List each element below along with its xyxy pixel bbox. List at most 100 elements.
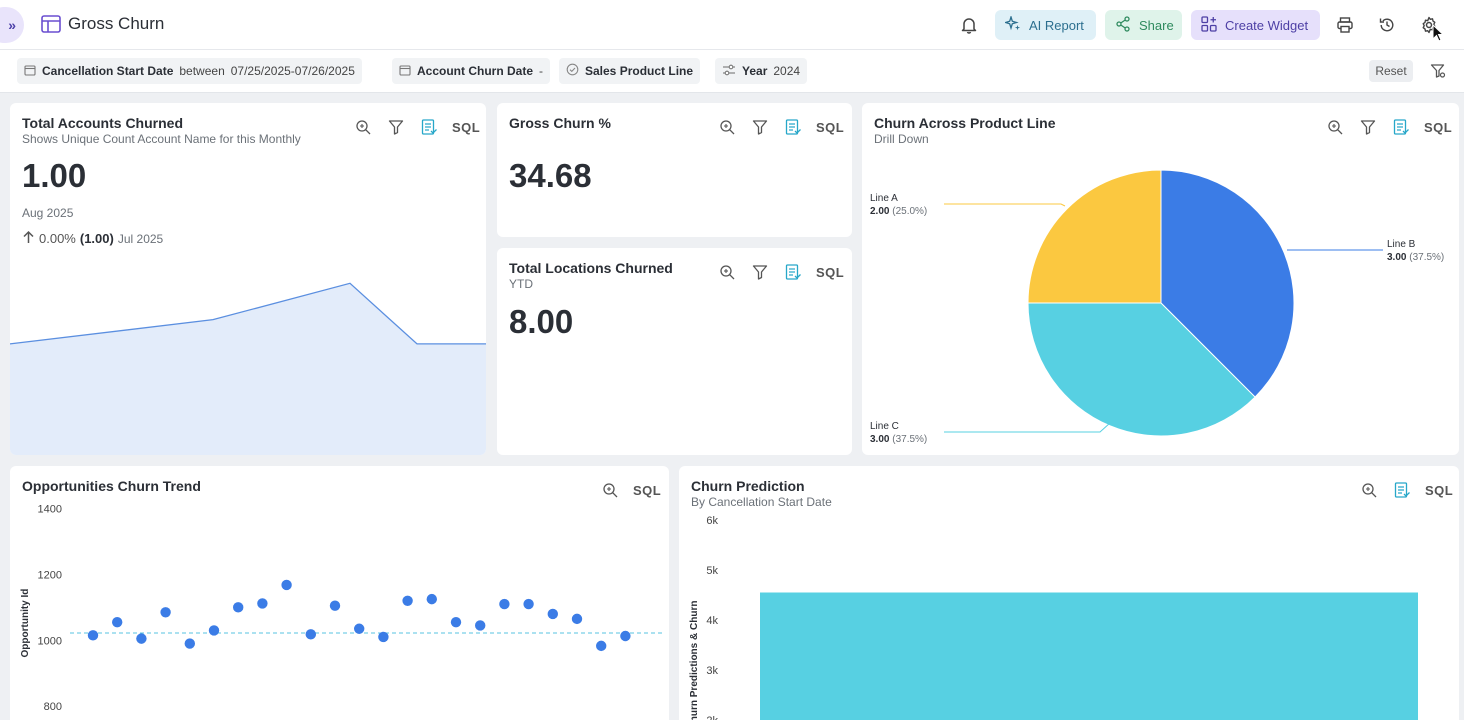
card-toolbar: SQL xyxy=(717,262,844,282)
sql-button[interactable]: SQL xyxy=(1424,119,1453,135)
pie-label-name: Line B xyxy=(1387,239,1416,250)
kpi-value: 34.68 xyxy=(509,157,592,194)
bell-icon[interactable] xyxy=(957,13,981,37)
zoom-icon[interactable] xyxy=(717,262,737,282)
pie-label-percent: (37.5%) xyxy=(1409,252,1444,263)
arrow-up-icon xyxy=(22,230,35,247)
pie-label-percent: (37.5%) xyxy=(892,434,927,445)
pie-label-value: 3.00 (37.5%) xyxy=(1387,252,1444,263)
report-icon[interactable] xyxy=(1391,117,1411,137)
report-icon[interactable] xyxy=(783,117,803,137)
gear-icon[interactable] xyxy=(1417,13,1441,37)
zoom-icon[interactable] xyxy=(600,480,620,500)
history-icon[interactable] xyxy=(1375,13,1399,37)
card-subtitle: Shows Unique Count Account Name for this… xyxy=(22,132,301,146)
scatter-point xyxy=(87,630,99,641)
filter-value: 07/25/2025-07/26/2025 xyxy=(230,64,355,78)
print-icon[interactable] xyxy=(1333,13,1357,37)
report-icon[interactable] xyxy=(1392,480,1412,500)
scatter-point xyxy=(378,631,389,643)
share-button[interactable]: Share xyxy=(1105,10,1182,40)
scatter-point xyxy=(620,630,631,642)
sql-button[interactable]: SQL xyxy=(816,119,845,135)
card-toolbar: SQL xyxy=(353,117,480,137)
scatter-point xyxy=(450,616,462,628)
sql-button[interactable]: SQL xyxy=(1425,482,1454,498)
scatter-point xyxy=(596,640,607,652)
pie-label-amount: 3.00 xyxy=(870,434,892,445)
pie-label-value: 2.00 (25.0%) xyxy=(870,206,927,217)
filter-account-churn-date[interactable]: Account Churn Date - xyxy=(392,58,551,84)
filter-bar: Cancellation Start Date between 07/25/20… xyxy=(0,50,1464,93)
filter-label: Account Churn Date xyxy=(417,64,534,78)
pie-leader-line xyxy=(944,422,1111,433)
zoom-icon[interactable] xyxy=(1325,117,1345,137)
scatter-point xyxy=(281,579,292,591)
y-tick-label: 3k xyxy=(706,665,718,677)
filter-icon[interactable] xyxy=(750,117,770,137)
scatter-point xyxy=(136,633,147,644)
ai-report-button[interactable]: AI Report xyxy=(995,10,1096,40)
zoom-icon[interactable] xyxy=(717,117,737,137)
pie-label-value: 3.00 (37.5%) xyxy=(870,434,927,445)
filter-icon[interactable] xyxy=(750,262,770,282)
expand-sidebar-button[interactable]: » xyxy=(0,7,24,43)
filter-label: Cancellation Start Date xyxy=(42,64,174,78)
filter-settings-icon[interactable] xyxy=(1430,63,1446,84)
sql-button[interactable]: SQL xyxy=(633,482,662,498)
total-accounts-churned-card: Total Accounts Churned Shows Unique Coun… xyxy=(10,103,486,455)
report-icon[interactable] xyxy=(783,262,803,282)
pie-label-percent: (25.0%) xyxy=(892,206,927,217)
filter-icon[interactable] xyxy=(386,117,406,137)
y-tick-label: 5k xyxy=(706,565,718,577)
area-line xyxy=(10,282,486,345)
report-icon[interactable] xyxy=(419,117,439,137)
filter-value: 2024 xyxy=(773,64,801,78)
scatter-point xyxy=(329,600,341,611)
zoom-icon[interactable] xyxy=(1359,480,1379,500)
pie-label-name: Line A xyxy=(870,193,898,204)
scatter-point xyxy=(305,629,316,640)
card-toolbar: SQL xyxy=(600,480,661,500)
kpi-change: 0.00% (1.00) Jul 2025 xyxy=(22,230,163,247)
sql-button[interactable]: SQL xyxy=(452,119,481,135)
create-widget-button[interactable]: Create Widget xyxy=(1191,10,1320,40)
pie-label-name: Line C xyxy=(870,421,899,432)
filter-year[interactable]: Year 2024 xyxy=(715,58,808,84)
kpi-period: Aug 2025 xyxy=(22,206,74,220)
y-tick-label: 1000 xyxy=(38,635,62,647)
share-label: Share xyxy=(1139,17,1174,33)
scatter-point xyxy=(475,620,486,631)
churn-prediction-bar-chart: 2k 3k 4k 5k 6k Churn Predictions & Churn xyxy=(689,515,1418,720)
card-title: Opportunities Churn Trend xyxy=(22,478,201,494)
filter-cancellation-start-date[interactable]: Cancellation Start Date between 07/25/20… xyxy=(17,58,362,84)
mouse-cursor-icon xyxy=(1432,23,1445,47)
filter-operator: between xyxy=(179,64,225,78)
zoom-icon[interactable] xyxy=(353,117,373,137)
scatter-point xyxy=(426,593,437,605)
kpi-change-period: Jul 2025 xyxy=(117,231,164,246)
share-icon xyxy=(1115,15,1131,35)
scatter-point xyxy=(571,613,583,625)
scatter-point xyxy=(354,623,365,634)
y-tick-label: 800 xyxy=(44,701,62,713)
y-tick-label: 1200 xyxy=(38,569,62,581)
scatter-point xyxy=(184,638,195,649)
pie-label-amount: 2.00 xyxy=(870,206,892,217)
scatter-point xyxy=(523,598,534,610)
churn-prediction-card: Churn Prediction By Cancellation Start D… xyxy=(679,466,1459,720)
filter-icon[interactable] xyxy=(1358,117,1378,137)
card-title: Gross Churn % xyxy=(509,115,611,131)
y-axis-label: Churn Predictions & Churn xyxy=(689,601,700,720)
table-icon xyxy=(41,15,61,38)
kpi-change-pct: 0.00% xyxy=(39,231,76,246)
scatter-point xyxy=(208,625,220,636)
filter-label: Year xyxy=(742,64,768,78)
add-widget-icon xyxy=(1201,15,1217,35)
sql-button[interactable]: SQL xyxy=(816,264,845,280)
opportunities-scatter-chart: 800 1000 1200 1400 Opportunity Id xyxy=(20,504,662,713)
filter-sales-product-line[interactable]: Sales Product Line xyxy=(559,58,701,84)
reset-button[interactable]: Reset xyxy=(1369,60,1413,82)
y-axis-label: Opportunity Id xyxy=(20,589,31,658)
expand-icon: » xyxy=(8,17,16,33)
